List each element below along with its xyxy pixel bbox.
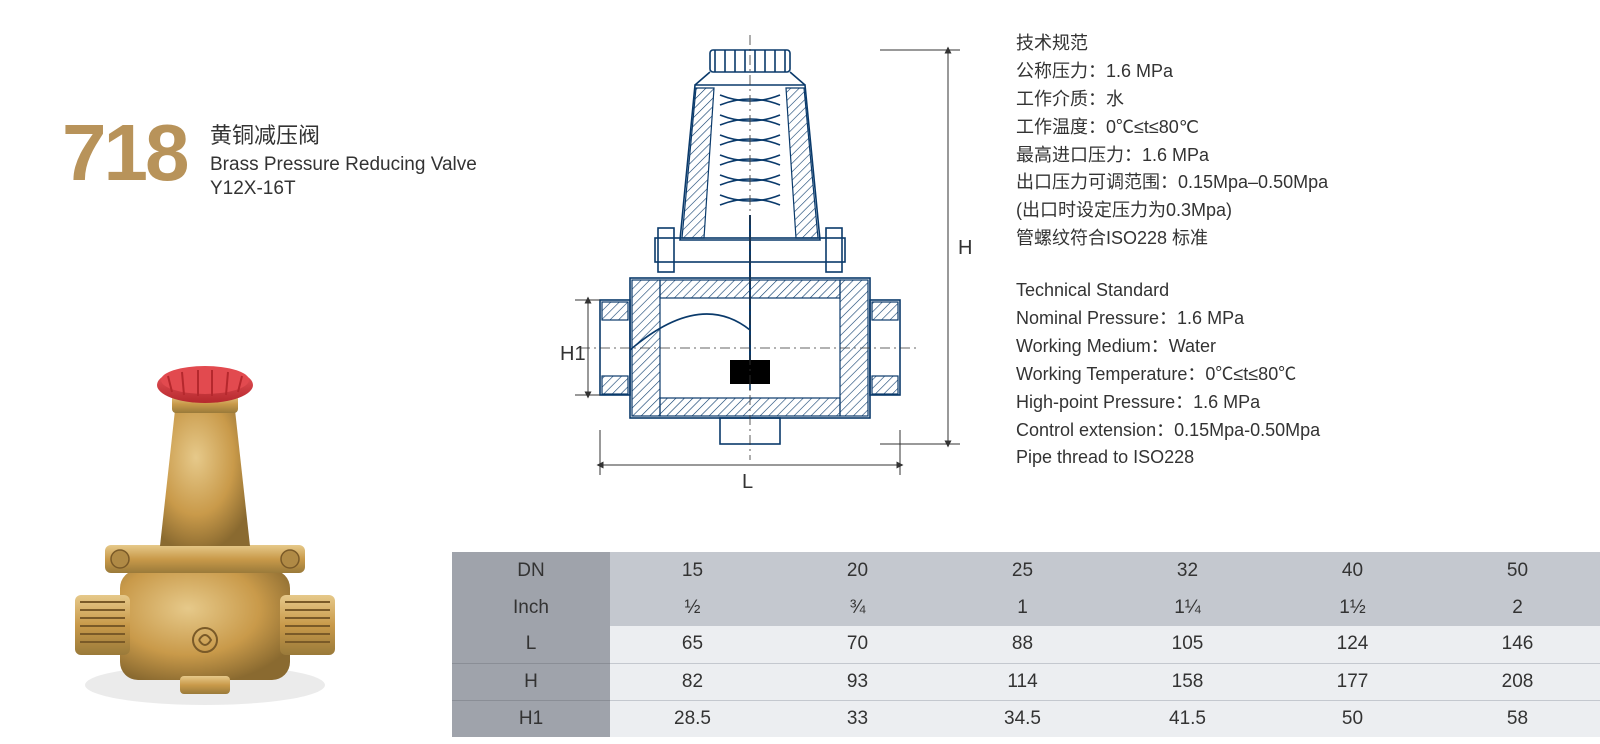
cell: 114 bbox=[940, 663, 1105, 700]
dim-label-H: H bbox=[958, 237, 972, 259]
cell: 50 bbox=[1270, 700, 1435, 737]
cell: 1¼ bbox=[1105, 589, 1270, 626]
model-code: Y12X-16T bbox=[210, 178, 477, 200]
specs-cn-line: 工作温度：0℃≤t≤80℃ bbox=[1016, 114, 1328, 142]
specs-en-line: Working Medium：Water bbox=[1016, 333, 1328, 361]
table-row: H 82 93 114 158 177 208 bbox=[452, 663, 1600, 700]
cell: 40 bbox=[1270, 552, 1435, 589]
table-row: H1 28.5 33 34.5 41.5 50 58 bbox=[452, 700, 1600, 737]
cell: 208 bbox=[1435, 663, 1600, 700]
cell: 32 bbox=[1105, 552, 1270, 589]
product-number: 718 bbox=[62, 113, 186, 193]
cell: 1½ bbox=[1270, 589, 1435, 626]
cell: 177 bbox=[1270, 663, 1435, 700]
row-label: H1 bbox=[452, 700, 610, 737]
product-title-block: 黄铜减压阀 Brass Pressure Reducing Valve Y12X… bbox=[210, 118, 477, 200]
row-label: DN bbox=[452, 552, 610, 589]
row-label: Inch bbox=[452, 589, 610, 626]
cell: 88 bbox=[940, 626, 1105, 663]
cell: 65 bbox=[610, 626, 775, 663]
table-row: L 65 70 88 105 124 146 bbox=[452, 626, 1600, 663]
specs-cn-heading: 技术规范 bbox=[1016, 30, 1328, 58]
specs-cn-line: 最高进口压力：1.6 MPa bbox=[1016, 142, 1328, 170]
cell: 82 bbox=[610, 663, 775, 700]
dim-label-L: L bbox=[742, 471, 753, 490]
specs-cn-line: (出口时设定压力为0.3Mpa) bbox=[1016, 197, 1328, 225]
specs-en-line: Pipe thread to ISO228 bbox=[1016, 444, 1328, 472]
row-label: L bbox=[452, 626, 610, 663]
cell: 25 bbox=[940, 552, 1105, 589]
specs-en-line: Working Temperature：0℃≤t≤80℃ bbox=[1016, 361, 1328, 389]
cell: ½ bbox=[610, 589, 775, 626]
row-label: H bbox=[452, 663, 610, 700]
dim-label-H1: H1 bbox=[560, 343, 586, 365]
cell: 105 bbox=[1105, 626, 1270, 663]
specs-en-line: Control extension：0.15Mpa-0.50Mpa bbox=[1016, 417, 1328, 445]
cell: 20 bbox=[775, 552, 940, 589]
cell: 124 bbox=[1270, 626, 1435, 663]
cell: 93 bbox=[775, 663, 940, 700]
specs-cn: 技术规范 公称压力：1.6 MPa 工作介质：水 工作温度：0℃≤t≤80℃ 最… bbox=[1016, 30, 1328, 253]
specs-en-line: Nominal Pressure：1.6 MPa bbox=[1016, 305, 1328, 333]
cell: 28.5 bbox=[610, 700, 775, 737]
spec-block: 技术规范 公称压力：1.6 MPa 工作介质：水 工作温度：0℃≤t≤80℃ 最… bbox=[1016, 30, 1328, 472]
cell: 50 bbox=[1435, 552, 1600, 589]
specs-en: Technical Standard Nominal Pressure：1.6 … bbox=[1016, 277, 1328, 472]
table-row: DN 15 20 25 32 40 50 bbox=[452, 552, 1600, 589]
specs-cn-line: 出口压力可调范围：0.15Mpa–0.50Mpa bbox=[1016, 169, 1328, 197]
dimensions-table: DN 15 20 25 32 40 50 Inch ½ ¾ 1 1¼ 1½ 2 … bbox=[452, 552, 1600, 737]
cell: 2 bbox=[1435, 589, 1600, 626]
cell: 1 bbox=[940, 589, 1105, 626]
technical-diagram: H H1 L bbox=[560, 30, 980, 490]
cell: 33 bbox=[775, 700, 940, 737]
specs-en-line: High-point Pressure：1.6 MPa bbox=[1016, 389, 1328, 417]
cell: 34.5 bbox=[940, 700, 1105, 737]
specs-en-heading: Technical Standard bbox=[1016, 277, 1328, 305]
title-en: Brass Pressure Reducing Valve bbox=[210, 154, 477, 176]
cell: 58 bbox=[1435, 700, 1600, 737]
cell: 146 bbox=[1435, 626, 1600, 663]
specs-cn-line: 工作介质：水 bbox=[1016, 86, 1328, 114]
cell: 41.5 bbox=[1105, 700, 1270, 737]
cell: 15 bbox=[610, 552, 775, 589]
table-row: Inch ½ ¾ 1 1¼ 1½ 2 bbox=[452, 589, 1600, 626]
specs-cn-line: 公称压力：1.6 MPa bbox=[1016, 58, 1328, 86]
cell: ¾ bbox=[775, 589, 940, 626]
product-photo bbox=[60, 340, 350, 710]
cell: 70 bbox=[775, 626, 940, 663]
specs-cn-line: 管螺纹符合ISO228 标准 bbox=[1016, 225, 1328, 253]
cell: 158 bbox=[1105, 663, 1270, 700]
title-cn: 黄铜减压阀 bbox=[210, 118, 477, 150]
